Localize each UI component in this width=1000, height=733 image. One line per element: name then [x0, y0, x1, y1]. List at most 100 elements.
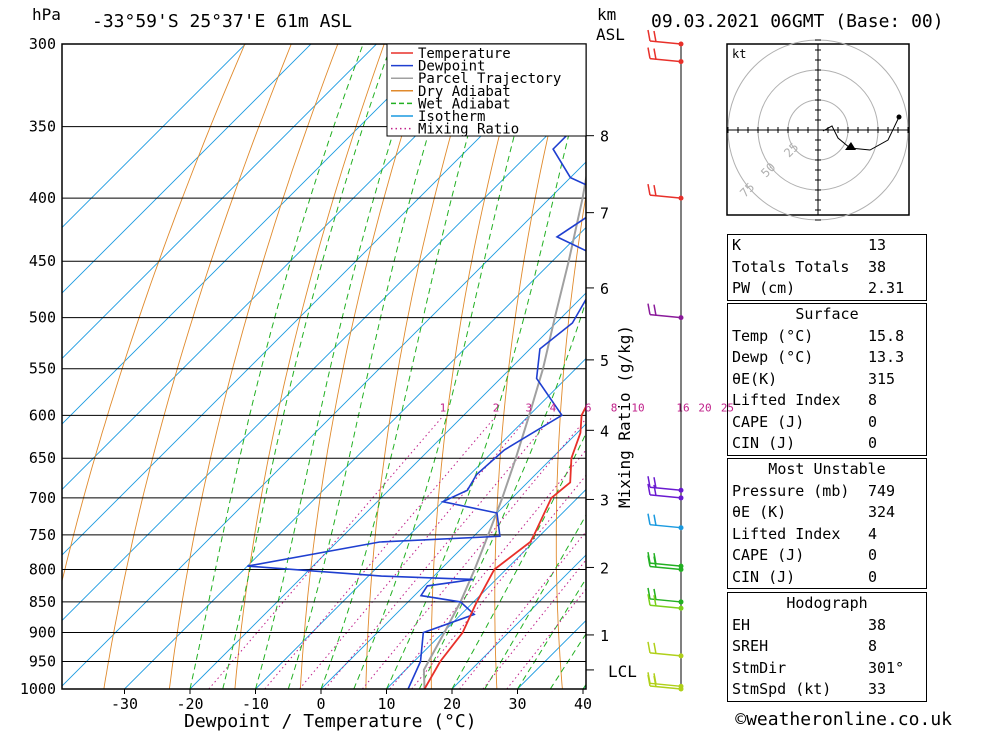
isotherm-line [62, 44, 312, 294]
hodo-row: StmDir 301° [732, 658, 905, 677]
legend-item: Dry Adiabat [418, 84, 511, 100]
dry-adiabat-line [555, 193, 586, 689]
dry-adiabat-line [674, 26, 713, 689]
isotherm-line [451, 554, 586, 689]
temp-tick-label: -10 [242, 695, 269, 713]
wind-barbs [647, 29, 684, 692]
surface-row: θE(K) 315 [732, 369, 896, 388]
km-tick-label: 6 [600, 280, 609, 298]
surface-row: Dewp (°C) 13.3 [732, 348, 905, 366]
plot-frame [61, 43, 587, 690]
dry-adiabat-line [938, 26, 1000, 689]
lcl-label: LCL [608, 662, 637, 681]
hodograph-endpoint [896, 114, 902, 120]
temperature-line [423, 404, 586, 689]
wind-barb-flag [653, 514, 657, 526]
wind-barb-staff [649, 40, 682, 45]
wind-barb-flag [653, 642, 657, 654]
pressure-tick-label: 500 [29, 309, 56, 327]
temp-tick-label: 20 [443, 695, 461, 713]
wind-barb-flag [647, 483, 651, 496]
surface-title: Surface [795, 305, 859, 323]
isotherm-line [255, 357, 586, 689]
wind-barb-flag [653, 595, 657, 607]
pressure-tick-label: 650 [29, 449, 56, 467]
indices-table: K 13 Totals Totals 38 PW (cm) 2.31 [727, 234, 927, 301]
wind-barb-staff [649, 194, 682, 199]
legend-item: Dewpoint [418, 59, 485, 75]
wind-barb-flag [647, 587, 651, 600]
most-unstable-title: Most Unstable [768, 460, 886, 478]
mixing-ratio-label: 2 [493, 401, 500, 414]
pressure-tick-label: 900 [29, 624, 56, 642]
temp-tick-label: 0 [316, 695, 325, 713]
pressure-tick-label: 800 [29, 560, 56, 578]
pressure-gridlines [62, 43, 586, 690]
hodo-row: EH 38 [732, 615, 887, 634]
mixing-ratio-line [324, 414, 554, 689]
location-title: -33°59'S 25°37'E 61m ASL [92, 11, 352, 32]
mu-row: CIN (J) 0 [732, 567, 878, 586]
mixing-ratio-label: 6 [585, 401, 592, 414]
hodo-row: SREH 8 [732, 637, 878, 655]
wind-barb-flag [647, 513, 651, 525]
most-unstable-table: Most Unstable Pressure (mb) 749 θE (K) 324… [727, 458, 927, 589]
asl-label: ASL [596, 25, 625, 44]
mu-row: θE (K) 324 [732, 503, 896, 521]
isotherm-line [320, 423, 586, 689]
wind-barb-flag [647, 674, 651, 687]
km-tick-label: 7 [600, 205, 609, 223]
temp-tick-label: 30 [508, 695, 526, 713]
wind-barb-flag [647, 555, 651, 567]
legend-item: Wet Adiabat [418, 96, 511, 112]
temp-tick-label: 10 [377, 695, 395, 713]
hodograph-unit: kt [732, 47, 746, 61]
hpa-label: hPa [32, 5, 61, 24]
km-tick-label: 5 [600, 352, 609, 370]
surface-table: Surface Temp (°C) 15.8 Dewp (°C) 13.3 θE(K… [727, 303, 927, 456]
dry-adiabat-line [987, 26, 1000, 689]
datetime-title: 09.03.2021 06GMT (Base: 00) [651, 11, 944, 32]
wind-barb-flag [647, 183, 651, 196]
wind-barb-staff [649, 565, 682, 571]
pressure-tick-label: 750 [29, 526, 56, 544]
temp-tick-label: -20 [176, 695, 203, 713]
mixing-ratio-label: 3 [526, 401, 533, 414]
wet-adiabat-line [222, 44, 392, 689]
pressure-tick-label: 600 [29, 406, 56, 424]
pressure-tick-label: 850 [29, 593, 56, 611]
surface-row: Lifted Index 8 [732, 391, 878, 409]
wind-barb-dot [678, 59, 684, 65]
dry-adiabat-line [365, 44, 478, 689]
index-row-tt: Totals Totals 38 [732, 257, 887, 276]
wet-adiabat-line [451, 432, 586, 689]
isotherm-line [62, 44, 247, 229]
index-row-pw: PW (cm) 2.31 [732, 279, 905, 297]
dry-adiabat-line [430, 44, 524, 689]
mu-row: Pressure (mb) 749 [732, 481, 896, 500]
wind-barb-flag [653, 556, 657, 568]
legend-item: Temperature [418, 46, 511, 62]
mixing-ratio-label: 20 [698, 401, 711, 414]
dewpoint-line [247, 123, 586, 689]
wind-barb-staff [649, 523, 682, 529]
mixing-ratio-line [362, 418, 586, 689]
wind-barb-flag [653, 675, 657, 688]
km-tick-label: 3 [600, 491, 609, 509]
copyright-footer[interactable]: ©weatheronline.co.uk [735, 709, 952, 730]
wind-barb-staff [649, 604, 682, 609]
pressure-tick-label: 950 [29, 653, 56, 671]
wind-barb-flag [647, 47, 651, 59]
x-axis-title: Dewpoint / Temperature (°C) [184, 711, 477, 732]
mu-row: Lifted Index 4 [732, 524, 878, 543]
mixing-ratio-label: 1 [440, 401, 447, 414]
wind-barb-flag [653, 304, 657, 316]
wind-barb-flag [647, 303, 651, 315]
dry-adiabat-line [234, 44, 385, 689]
legend-item: Mixing Ratio [418, 122, 519, 138]
temp-tick-label: -30 [111, 695, 138, 713]
km-tick-label: 8 [600, 128, 609, 146]
